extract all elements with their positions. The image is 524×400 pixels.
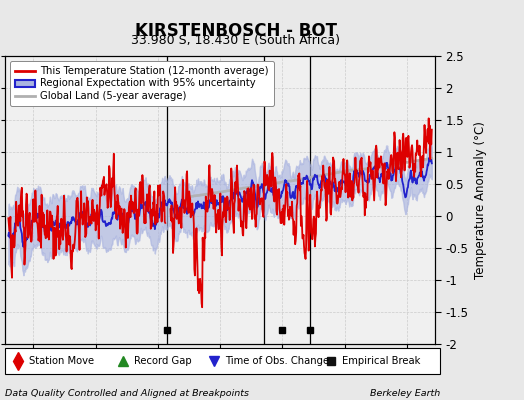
Text: Data Quality Controlled and Aligned at Breakpoints: Data Quality Controlled and Aligned at B… — [5, 389, 249, 398]
Text: KIRSTENBOSCH - BOT: KIRSTENBOSCH - BOT — [135, 22, 337, 40]
Text: Record Gap: Record Gap — [134, 356, 191, 366]
Text: 33.980 S, 18.430 E (South Africa): 33.980 S, 18.430 E (South Africa) — [132, 34, 340, 47]
Text: Berkeley Earth: Berkeley Earth — [370, 389, 440, 398]
Text: Time of Obs. Change: Time of Obs. Change — [225, 356, 329, 366]
Text: Station Move: Station Move — [29, 356, 94, 366]
FancyBboxPatch shape — [5, 348, 440, 374]
Legend: This Temperature Station (12-month average), Regional Expectation with 95% uncer: This Temperature Station (12-month avera… — [10, 61, 274, 106]
Text: Empirical Break: Empirical Break — [342, 356, 421, 366]
Y-axis label: Temperature Anomaly (°C): Temperature Anomaly (°C) — [474, 121, 487, 279]
